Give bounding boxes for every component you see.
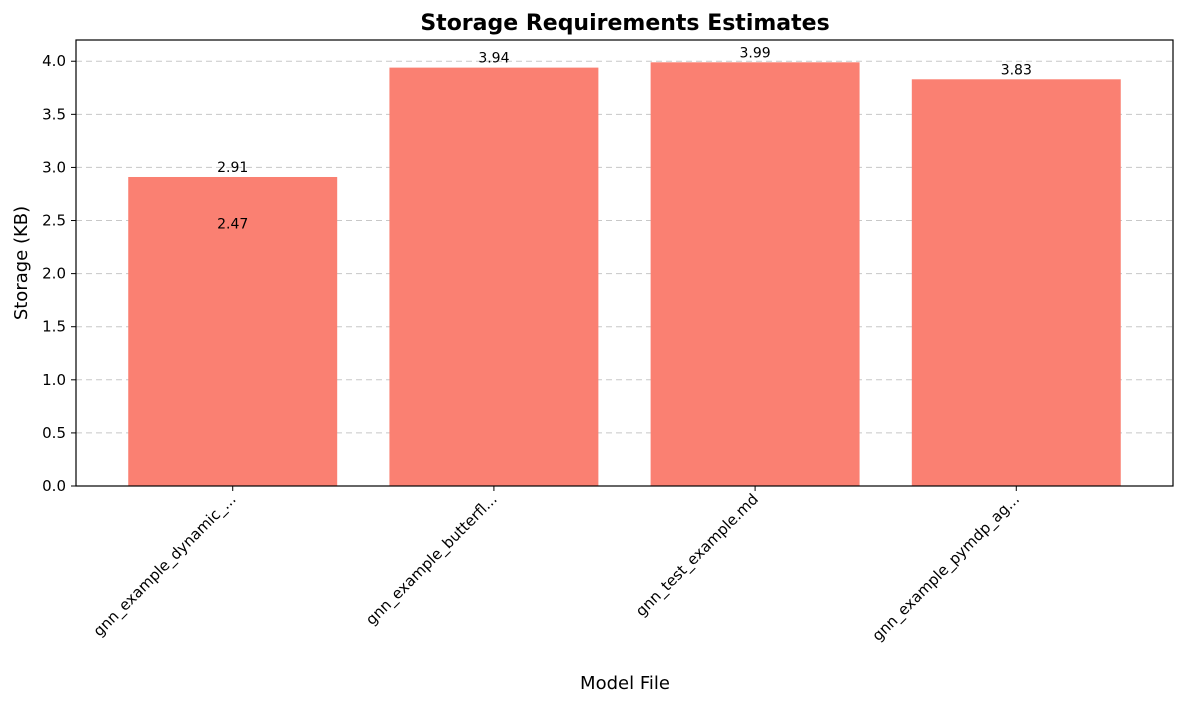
x-tick-label: gnn_example_butterfl... bbox=[362, 490, 501, 629]
bar-value-label: 3.94 bbox=[478, 51, 509, 67]
data-labels: 2.91 3.94 3.99 3.83 2.47 bbox=[217, 45, 1032, 232]
y-tick-label: 2.5 bbox=[42, 212, 66, 230]
x-tick-label: gnn_example_pymdp_ag... bbox=[868, 490, 1023, 645]
y-tick-label: 0.0 bbox=[42, 477, 66, 495]
bar bbox=[650, 62, 860, 487]
y-tick-label: 4.0 bbox=[42, 52, 66, 70]
x-axis-label: Model File bbox=[580, 673, 670, 694]
bar-value-label: 3.83 bbox=[1001, 62, 1032, 78]
y-tick-label: 1.5 bbox=[42, 318, 66, 336]
bar-value-label: 3.99 bbox=[740, 45, 771, 61]
chart-title: Storage Requirements Estimates bbox=[420, 11, 829, 36]
y-axis-label: Storage (KB) bbox=[11, 206, 32, 320]
bar bbox=[389, 67, 599, 486]
annotation-label: 2.47 bbox=[217, 217, 248, 233]
y-tick-label: 1.0 bbox=[42, 371, 66, 389]
bar-value-label: 2.91 bbox=[217, 160, 248, 176]
y-tick-label: 3.5 bbox=[42, 105, 66, 123]
y-axis-ticks: 0.0 0.5 1.0 1.5 2.0 2.5 3.0 3.5 4.0 bbox=[42, 52, 76, 495]
y-tick-label: 0.5 bbox=[42, 424, 66, 442]
y-tick-label: 2.0 bbox=[42, 265, 66, 283]
bar bbox=[911, 79, 1121, 487]
x-axis-ticks: gnn_example_dynamic_... gnn_example_butte… bbox=[90, 486, 1024, 645]
y-tick-label: 3.0 bbox=[42, 158, 66, 176]
x-tick-label: gnn_test_example.md bbox=[632, 490, 763, 621]
x-tick-label: gnn_example_dynamic_... bbox=[90, 490, 241, 641]
bar bbox=[128, 176, 338, 486]
bars bbox=[128, 62, 1121, 487]
plot-frame bbox=[75, 39, 1174, 487]
